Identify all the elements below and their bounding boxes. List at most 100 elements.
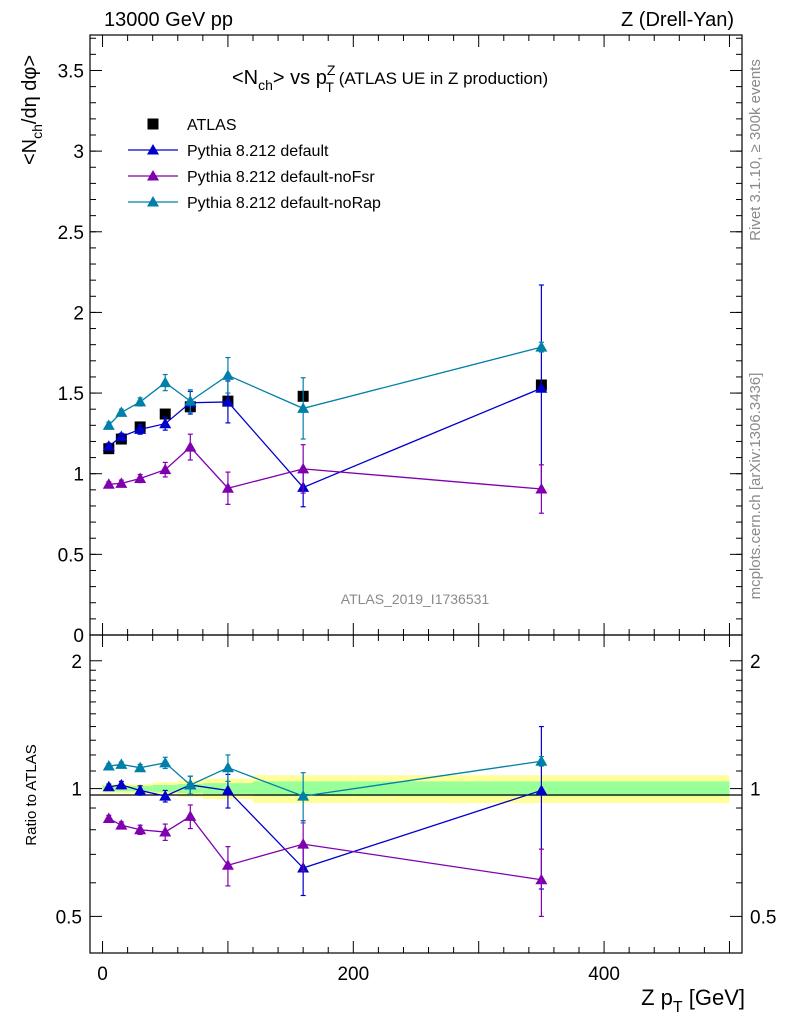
ratio-data-point (221, 859, 234, 870)
data-point (297, 462, 310, 474)
ratio-ytick-label-right: 2 (750, 652, 761, 673)
legend-marker (147, 196, 159, 207)
ratio-xtick-label: 400 (588, 964, 620, 985)
ratio-ylabel: Ratio to ATLAS (23, 744, 40, 845)
data-point (221, 369, 234, 380)
data-point (102, 478, 115, 489)
series-2 (102, 433, 548, 514)
legend-label: Pythia 8.212 default-noRap (187, 195, 381, 212)
data-point (102, 419, 115, 430)
ratio-data-point (184, 778, 197, 790)
data-point (134, 395, 147, 407)
data-point (184, 395, 197, 406)
ratio-frame (89, 634, 743, 954)
legend-marker (147, 118, 159, 130)
main-ytick-label: 2 (73, 303, 84, 324)
legend-marker (147, 170, 159, 181)
header-left: 13000 GeV pp (104, 9, 233, 31)
main-ytick-label: 2.5 (58, 223, 84, 244)
data-point (159, 463, 172, 475)
ratio-data-point (221, 784, 234, 795)
main-ytick-label: 0 (73, 626, 84, 647)
series-line (108, 387, 542, 489)
analysis-watermark: ATLAS_2019_I1736531 (341, 591, 490, 607)
data-point (102, 440, 115, 451)
legend-label: Pythia 8.212 default (187, 143, 329, 160)
ratio-ytick-label: 1 (71, 780, 82, 801)
ratio-data-point (221, 761, 234, 773)
legend: ATLAS Pythia 8.212 default Pythia 8.212 de… (128, 117, 381, 212)
ratio-data-point (159, 790, 172, 801)
mcplots-label: mcplots.cern.ch [arXiv:1306.3436] (747, 373, 764, 600)
data-point (134, 472, 147, 484)
main-series-layer (102, 284, 548, 514)
ratio-axis-ticks: 0.5 0.5 1 1 2 2 0 200 400 (56, 635, 776, 985)
main-ytick-label: 1 (73, 465, 84, 486)
legend-marker (147, 144, 159, 155)
main-ytick-label: 1.5 (58, 384, 84, 405)
series-3 (102, 341, 548, 440)
ratio-data-point (134, 761, 147, 773)
header-right: Z (Drell-Yan) (621, 9, 734, 31)
ratio-data-point (115, 819, 128, 830)
data-point (297, 402, 310, 413)
ratio-data-point (535, 784, 548, 795)
data-point (115, 406, 128, 417)
ratio-series-layer (102, 725, 548, 918)
x-axis-label: Z pT [GeV] (641, 985, 745, 1016)
ratio-data-point (134, 784, 147, 795)
data-point (115, 430, 128, 442)
ratio-data-point (134, 823, 147, 835)
data-point (134, 423, 147, 434)
ratio-ytick-label-right: 1 (750, 780, 761, 801)
main-ytick-label: 3 (73, 142, 84, 163)
series-0 (103, 379, 547, 455)
ratio-data-point (115, 778, 128, 790)
ratio-data-point (102, 812, 115, 824)
ratio-data-point (184, 810, 197, 821)
legend-entry: Pythia 8.212 default-noRap (128, 195, 381, 212)
ratio-series-2 (102, 754, 548, 824)
legend-entry: Pythia 8.212 default (128, 143, 329, 160)
ratio-data-point (297, 790, 310, 801)
rivet-label: Rivet 3.1.10, ≥ 300k events (747, 59, 764, 241)
data-point (535, 483, 548, 494)
band-green (152, 784, 178, 793)
ratio-data-point (102, 760, 115, 771)
ratio-data-point (115, 758, 128, 769)
ratio-xtick-label: 200 (337, 964, 369, 985)
data-point (535, 341, 548, 352)
main-axis-ticks: 0 0.5 1 1.5 2 2.5 3 3.5 (58, 35, 742, 647)
ratio-data-point (535, 873, 548, 885)
main-title: <Nch> vs pZ T (ATLAS UE in Z production) (232, 62, 548, 95)
ratio-data-point (159, 826, 172, 837)
main-ytick-label: 0.5 (58, 545, 84, 566)
series-line (108, 346, 542, 426)
ratio-data-point (102, 780, 115, 792)
ratio-xtick-label: 0 (97, 964, 108, 985)
data-point (159, 408, 171, 420)
data-point (159, 376, 172, 388)
data-point (184, 441, 197, 452)
legend-entry: ATLAS (147, 117, 237, 134)
legend-label: ATLAS (187, 117, 237, 134)
main-ylabel: <Nch/dη dφ> (19, 55, 45, 165)
data-point (115, 477, 128, 488)
ratio-data-point (535, 755, 548, 766)
ratio-series-line (108, 815, 542, 881)
data-point (535, 382, 548, 393)
data-point (221, 395, 234, 407)
ratio-series-1 (102, 804, 548, 918)
ratio-ytick-label: 0.5 (56, 907, 82, 928)
data-point (159, 417, 172, 429)
ratio-ytick-label-right: 0.5 (750, 907, 776, 928)
ratio-ytick-label: 2 (71, 652, 82, 673)
legend-label: Pythia 8.212 default-noFsr (187, 169, 375, 186)
main-ytick-label: 3.5 (58, 61, 84, 82)
series-line (108, 446, 542, 490)
ratio-data-point (159, 756, 172, 768)
data-point (221, 482, 234, 493)
ratio-data-point (297, 838, 310, 849)
legend-entry: Pythia 8.212 default-noFsr (128, 169, 375, 186)
